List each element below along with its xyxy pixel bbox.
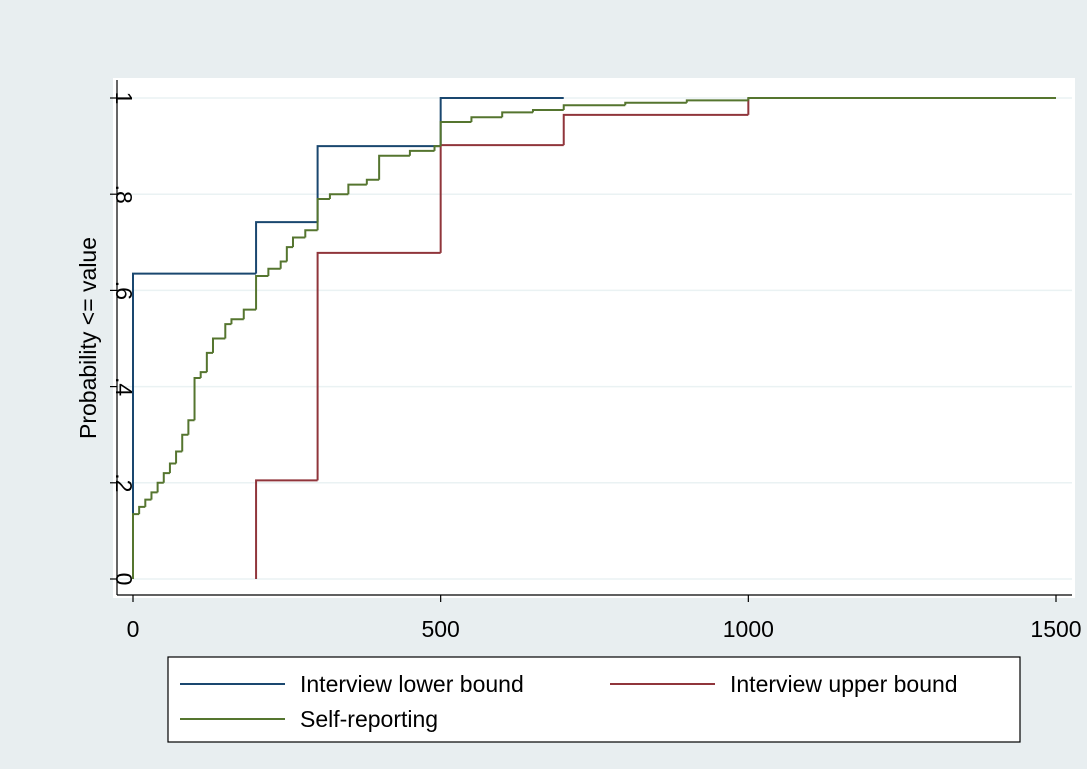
x-tick-label: 1500 — [1030, 616, 1081, 642]
step-segment — [144, 498, 152, 507]
step-segment — [267, 267, 281, 276]
step-segment — [181, 433, 189, 452]
step-segment — [747, 97, 1056, 101]
step-segment — [175, 450, 183, 464]
y-tick-label: 1 — [111, 92, 137, 105]
step-segment — [328, 193, 349, 200]
step-segment — [230, 318, 244, 325]
step-segment — [156, 481, 164, 493]
step-segment — [304, 229, 318, 238]
step-segment — [501, 111, 533, 118]
step-segment — [162, 472, 170, 483]
legend-box — [167, 656, 1021, 743]
y-axis-label: Probability <= value — [75, 237, 101, 439]
step-segment — [562, 113, 749, 146]
step-segment — [138, 505, 146, 515]
step-segment — [316, 198, 330, 231]
step-segment — [193, 376, 201, 421]
x-tick-label: 0 — [127, 616, 140, 642]
step-segment — [255, 221, 318, 274]
step-segment — [224, 323, 232, 339]
legend-label: Interview upper bound — [730, 671, 958, 697]
step-segment — [562, 104, 626, 111]
step-segment — [316, 145, 441, 223]
step-segment — [624, 101, 687, 106]
step-segment — [211, 337, 226, 353]
legend-label: Interview lower bound — [300, 671, 524, 697]
step-segment — [439, 121, 472, 147]
step-segment — [150, 491, 158, 500]
step-segment — [255, 479, 318, 579]
step-segment — [168, 462, 177, 474]
step-segment — [132, 272, 257, 579]
step-segment — [378, 154, 410, 180]
step-segment — [187, 419, 195, 435]
x-tick-label: 500 — [421, 616, 459, 642]
legend-label: Self-reporting — [300, 706, 438, 732]
step-segment — [365, 178, 380, 185]
step-segment — [205, 351, 213, 373]
step-segment — [531, 109, 564, 113]
step-segment — [685, 99, 749, 103]
step-segment — [291, 236, 306, 248]
x-tick-label: 1000 — [723, 616, 774, 642]
step-segment — [347, 183, 367, 195]
step-segment — [279, 260, 287, 269]
step-segment — [408, 149, 435, 156]
plot-area — [113, 78, 1075, 598]
step-segment — [242, 308, 257, 320]
step-segment — [199, 371, 207, 378]
step-segment — [132, 513, 140, 579]
y-tick-label: .8 — [111, 185, 137, 204]
step-segment — [285, 246, 293, 262]
step-segment — [433, 145, 441, 151]
step-segment — [470, 116, 503, 123]
step-segment — [255, 274, 269, 310]
step-segment — [316, 251, 441, 481]
